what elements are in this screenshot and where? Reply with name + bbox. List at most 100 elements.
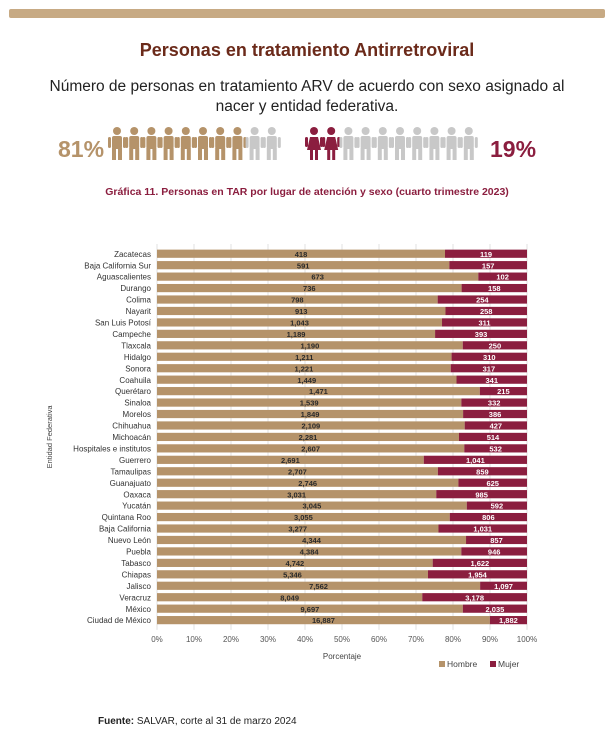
data-label-hombre: 913 xyxy=(295,307,308,316)
bar-mujer xyxy=(466,535,527,545)
data-label-mujer: 119 xyxy=(480,250,492,259)
data-label-hombre: 673 xyxy=(311,273,324,282)
data-label-hombre: 2,607 xyxy=(301,444,320,453)
data-label-mujer: 317 xyxy=(483,364,496,373)
bar-hombre xyxy=(157,547,462,556)
x-tick-label: 90% xyxy=(482,635,498,644)
data-label-mujer: 985 xyxy=(475,490,488,499)
data-label-mujer: 254 xyxy=(476,296,489,305)
data-label-hombre: 736 xyxy=(303,284,316,293)
bar-hombre xyxy=(157,387,480,396)
male-figure-icon xyxy=(228,127,247,160)
data-label-hombre: 3,055 xyxy=(294,513,313,522)
data-label-hombre: 5,346 xyxy=(283,570,302,579)
data-label-mujer: 859 xyxy=(476,467,489,476)
category-label: Tamaulipas xyxy=(111,467,151,476)
data-label-mujer: 250 xyxy=(489,341,502,350)
category-label: Querétaro xyxy=(115,387,152,396)
category-label: Campeche xyxy=(112,330,151,339)
male-figure-icon xyxy=(262,127,281,160)
male-figure-icon xyxy=(176,127,195,160)
category-label: Oaxaca xyxy=(123,490,151,499)
x-tick-label: 100% xyxy=(517,635,537,644)
bar-hombre xyxy=(157,467,438,476)
bar-mujer xyxy=(456,375,527,384)
data-label-hombre: 2,707 xyxy=(288,467,307,476)
legend-label-hombre: Hombre xyxy=(447,659,478,669)
data-label-hombre: 2,746 xyxy=(298,479,317,488)
category-label: Nuevo León xyxy=(108,536,151,545)
category-label: Zacatecas xyxy=(114,250,151,259)
data-label-hombre: 4,344 xyxy=(302,536,322,545)
category-label: Chiapas xyxy=(122,570,151,579)
female-figure-icon xyxy=(305,127,323,160)
bar-hombre xyxy=(157,249,446,258)
bar-hombre xyxy=(157,490,437,499)
data-label-hombre: 591 xyxy=(297,261,310,270)
bar-mujer xyxy=(480,581,527,590)
bar-hombre xyxy=(157,512,450,522)
category-label: San Luis Potosí xyxy=(95,319,152,328)
data-label-hombre: 418 xyxy=(295,250,308,259)
data-label-mujer: 1,622 xyxy=(470,559,489,568)
bar-mujer xyxy=(489,616,527,625)
x-tick-label: 80% xyxy=(445,635,461,644)
bar-mujer xyxy=(422,593,527,602)
bar-hombre xyxy=(157,444,465,453)
source-note: Fuente: SALVAR, corte al 31 de marzo 202… xyxy=(98,716,297,727)
category-label: Nayarit xyxy=(126,307,152,316)
data-label-mujer: 946 xyxy=(488,548,501,557)
male-figure-icon xyxy=(211,127,230,160)
data-label-hombre: 3,045 xyxy=(302,502,321,511)
data-label-mujer: 514 xyxy=(487,433,500,442)
page-title: Personas en tratamiento Antirretroviral xyxy=(139,40,475,60)
x-tick-label: 10% xyxy=(186,635,202,644)
source-label: Fuente: xyxy=(98,716,135,727)
female-percent: 19% xyxy=(490,136,537,162)
category-label: Quintana Roo xyxy=(102,513,152,522)
female-figures-row xyxy=(305,127,478,160)
x-tick-label: 70% xyxy=(408,635,424,644)
bar-hombre xyxy=(157,604,463,613)
category-label: México xyxy=(126,605,152,614)
bar-mujer xyxy=(464,444,527,453)
bar-hombre xyxy=(157,581,481,590)
female-figure-icon xyxy=(459,127,478,160)
data-label-hombre: 2,691 xyxy=(281,456,300,465)
x-tick-label: 60% xyxy=(371,635,387,644)
bar-hombre xyxy=(157,306,446,316)
data-label-mujer: 157 xyxy=(482,261,495,270)
data-label-mujer: 1,031 xyxy=(473,525,492,534)
bar-mujer xyxy=(445,249,527,258)
bar-mujer xyxy=(423,455,527,464)
bar-hombre xyxy=(157,616,490,625)
legend-swatch-mujer xyxy=(490,661,496,667)
bar-mujer xyxy=(450,364,527,373)
category-label: Baja California xyxy=(99,525,152,534)
category-label: Ciudad de México xyxy=(87,616,152,625)
female-figure-icon xyxy=(356,127,375,160)
x-axis-label: Porcentaje xyxy=(323,652,362,661)
bar-mujer xyxy=(435,329,527,338)
category-label: Hidalgo xyxy=(124,353,152,362)
data-label-mujer: 386 xyxy=(489,410,502,419)
bar-hombre xyxy=(157,570,428,579)
bar-mujer xyxy=(479,387,527,396)
category-label: Guanajuato xyxy=(110,479,152,488)
data-label-mujer: 3,178 xyxy=(465,593,484,602)
bar-hombre xyxy=(157,329,436,338)
data-label-hombre: 1,449 xyxy=(297,376,316,385)
bar-mujer xyxy=(438,524,527,533)
bar-hombre xyxy=(157,398,462,407)
bar-mujer xyxy=(463,409,527,419)
bar-hombre xyxy=(157,524,439,533)
bar-mujer xyxy=(461,547,527,556)
data-label-hombre: 8,049 xyxy=(280,593,299,602)
bar-hombre xyxy=(157,375,457,384)
bar-hombre xyxy=(157,261,450,270)
data-label-hombre: 3,277 xyxy=(288,525,307,534)
legend-label-mujer: Mujer xyxy=(498,659,519,669)
male-figure-icon xyxy=(108,127,126,160)
category-label: Jalisco xyxy=(127,582,152,591)
bar-hombre xyxy=(157,318,443,327)
